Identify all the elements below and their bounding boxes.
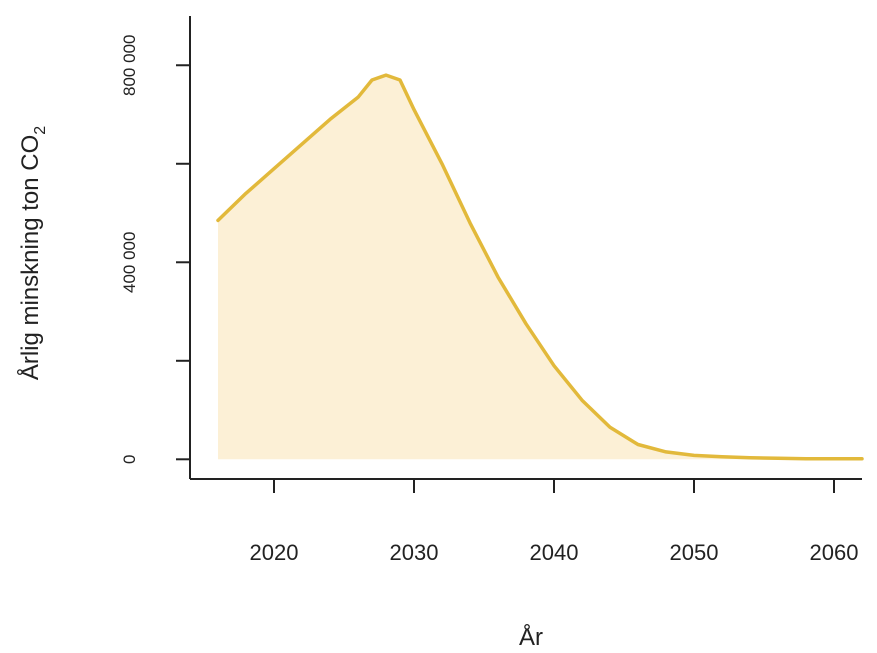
y-tick-label: 800 000 bbox=[120, 35, 139, 96]
y-axis-title-subscript: 2 bbox=[32, 126, 49, 135]
x-tick-label: 2030 bbox=[390, 540, 439, 565]
y-axis-title: Årlig minskning ton CO2 bbox=[16, 126, 49, 380]
plot-area bbox=[216, 73, 864, 461]
y-tick-label: 0 bbox=[120, 455, 139, 464]
x-tick-label: 2040 bbox=[530, 540, 579, 565]
x-tick-label: 2060 bbox=[810, 540, 859, 565]
x-tick-label: 2020 bbox=[250, 540, 299, 565]
x-axis: 2020 2030 2040 2050 2060 bbox=[190, 478, 862, 565]
y-axis: 0 400 000 800 000 bbox=[120, 16, 191, 479]
x-axis-title: År bbox=[519, 623, 543, 651]
y-axis-title-main: Årlig minskning ton CO bbox=[16, 135, 44, 380]
y-tick-label: 400 000 bbox=[120, 232, 139, 293]
series-line bbox=[216, 73, 864, 461]
area-fill bbox=[218, 75, 862, 460]
x-tick-label: 2050 bbox=[670, 540, 719, 565]
